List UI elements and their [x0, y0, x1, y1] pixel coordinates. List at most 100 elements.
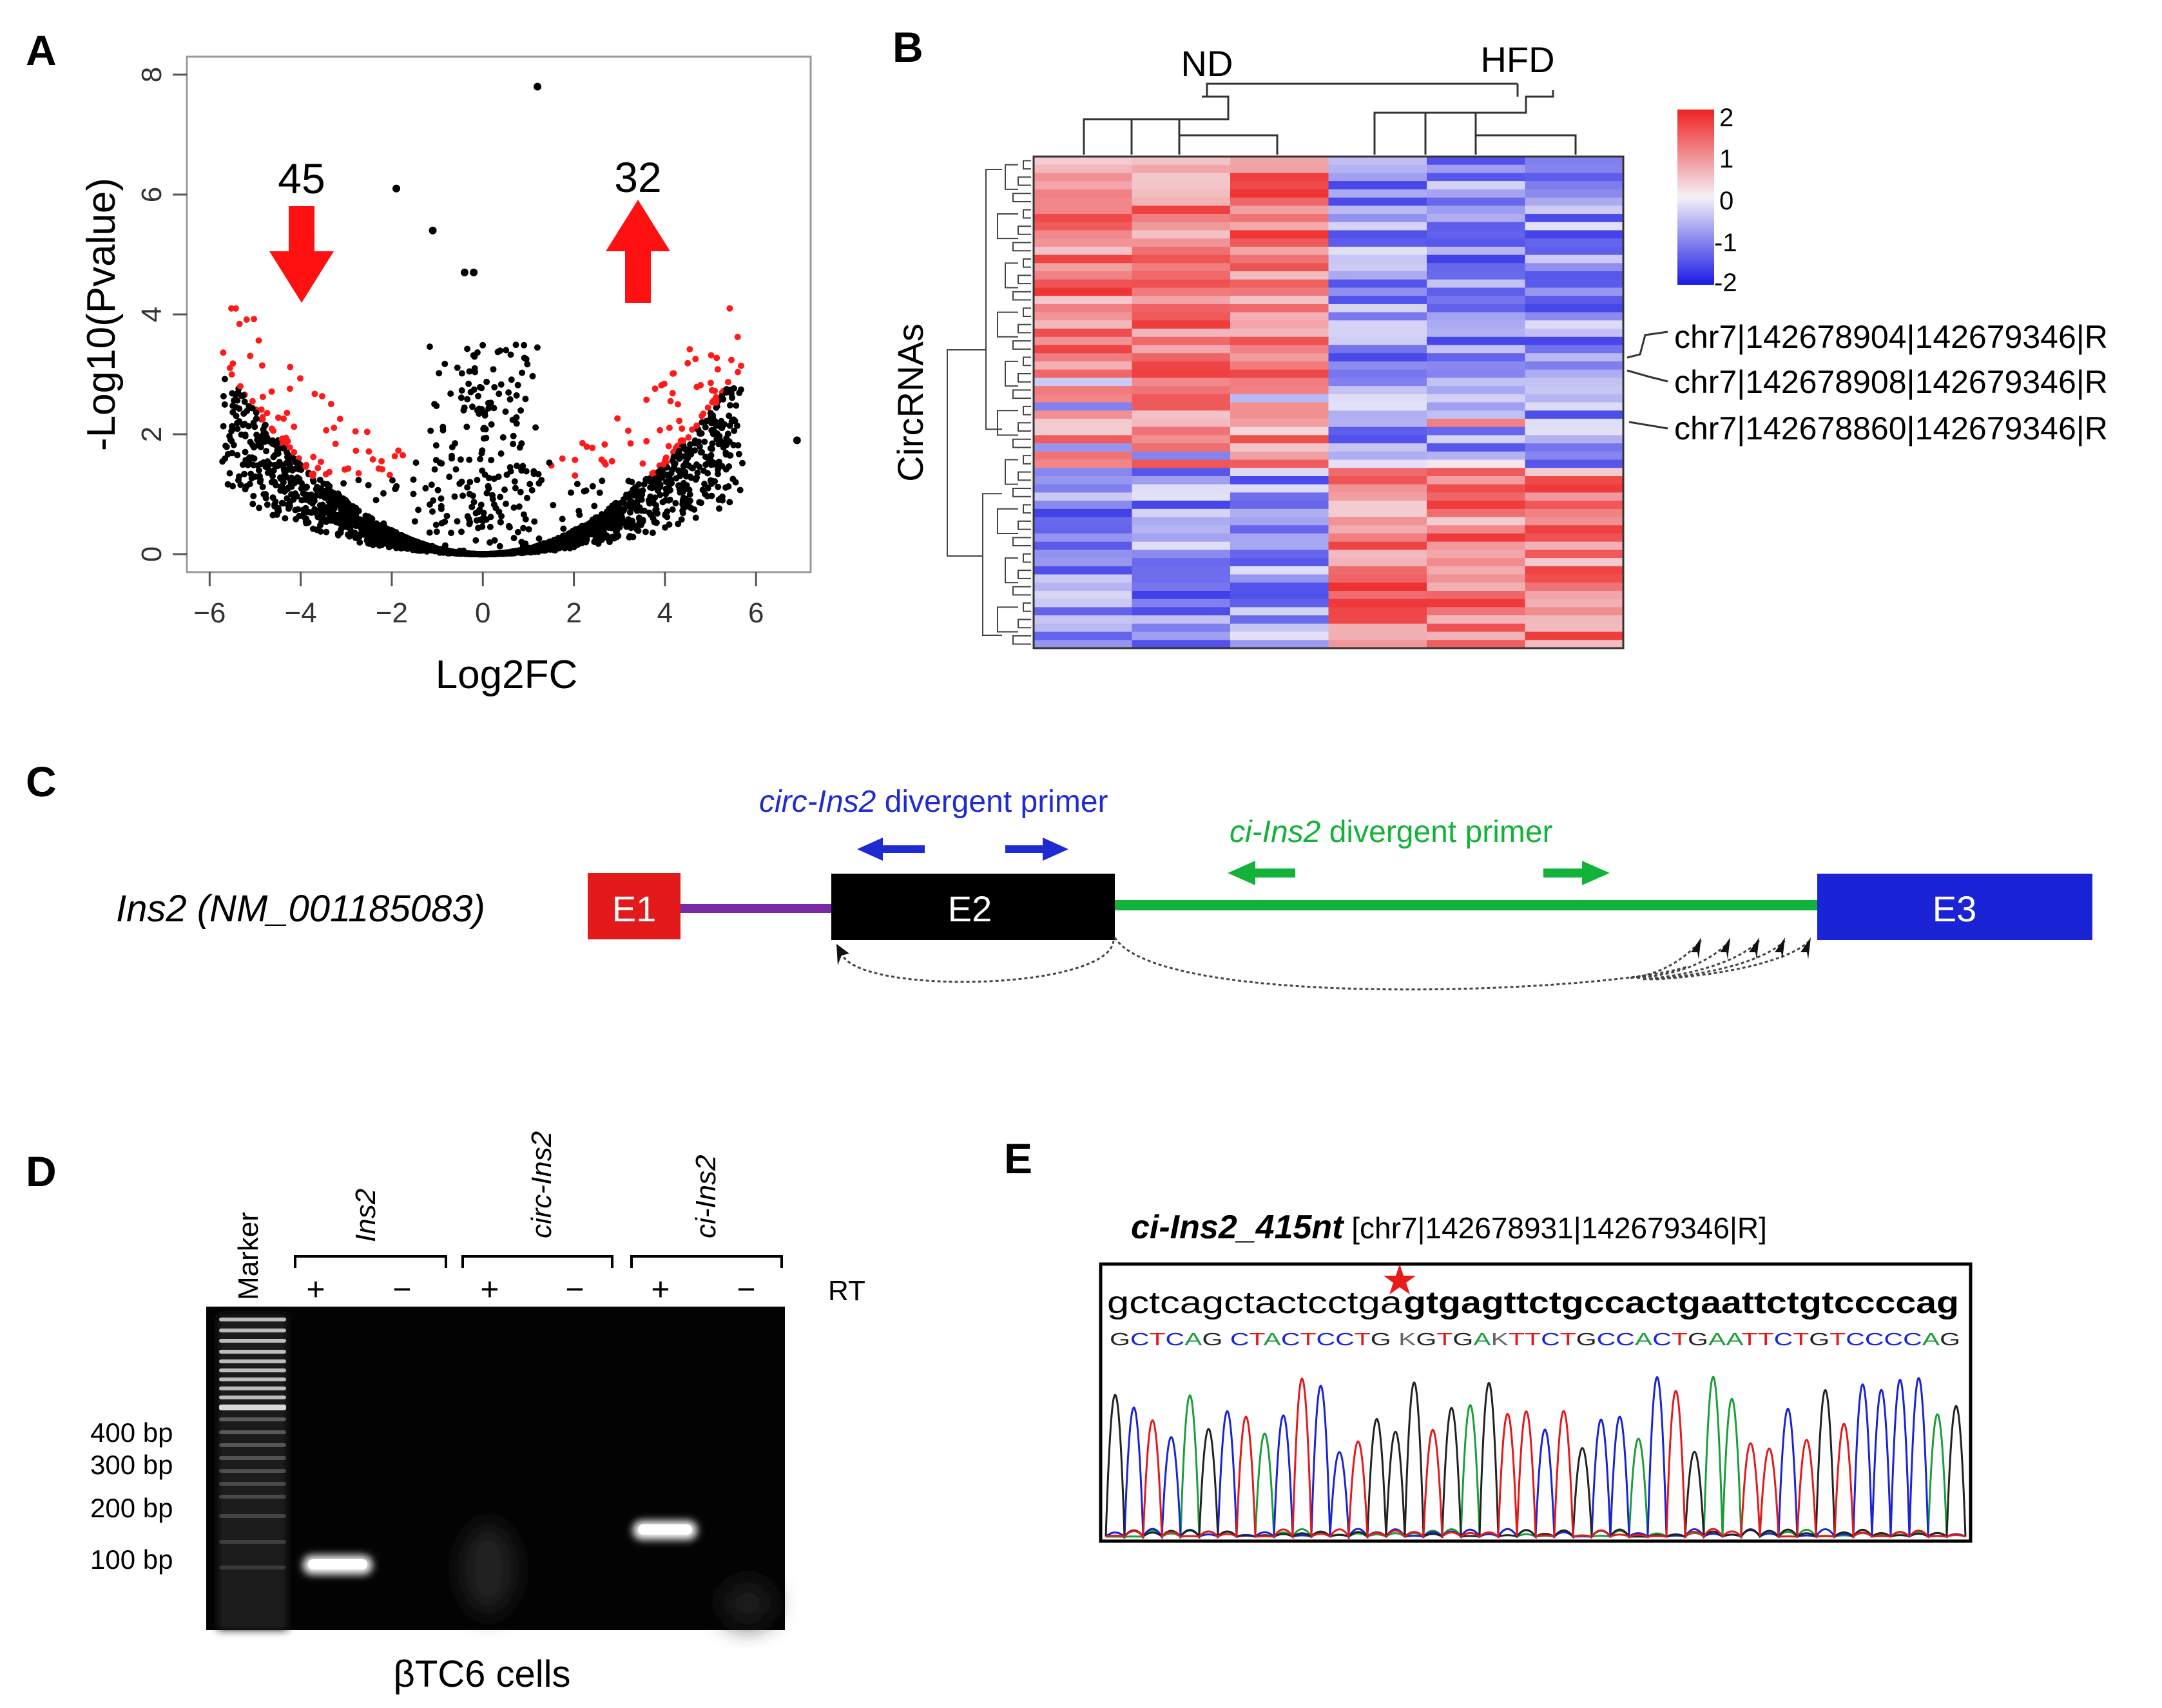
heatmap-cell — [1230, 517, 1329, 526]
heatmap-cell — [1328, 459, 1427, 468]
volcano-point — [499, 434, 507, 441]
heatmap-cell — [1132, 329, 1231, 338]
volcano-point — [685, 434, 692, 441]
heatmap-cell — [1132, 386, 1231, 395]
heatmap-cell — [1132, 353, 1231, 362]
heatmap-cell — [1034, 525, 1133, 534]
volcano-point — [528, 486, 536, 494]
heatmap-cell — [1230, 361, 1329, 370]
volcano-point — [601, 441, 608, 448]
volcano-point — [735, 369, 741, 376]
exon-e3-label: E3 — [1933, 888, 1977, 929]
y-tick-label: 0 — [136, 546, 168, 562]
heatmap-cell — [1034, 631, 1133, 640]
heatmap-cell — [1034, 296, 1133, 305]
column-dendrogram — [1083, 82, 1577, 155]
volcano-point — [643, 475, 650, 483]
heatmap-cell — [1525, 418, 1624, 428]
primer-forward-arrow-icon — [1005, 838, 1068, 861]
volcano-point — [503, 501, 509, 507]
heatmap-cell — [1525, 157, 1624, 166]
heatmap-cell — [1328, 197, 1427, 206]
heatmap-cell — [1525, 476, 1624, 485]
heatmap-cell — [1328, 468, 1427, 477]
heatmap-cell — [1230, 591, 1329, 600]
heatmap-cell — [1230, 394, 1329, 403]
volcano-point — [627, 440, 634, 447]
volcano-point — [422, 485, 429, 492]
volcano-point — [229, 483, 236, 490]
heatmap-cell — [1427, 279, 1526, 289]
volcano-point — [635, 481, 642, 488]
volcano-point — [436, 370, 443, 377]
heatmap-cell — [1427, 508, 1526, 518]
volcano-point — [323, 528, 330, 535]
group-label-nd: ND — [1181, 43, 1233, 84]
volcano-point — [675, 521, 682, 528]
heatmap-cell — [1525, 443, 1624, 452]
sequence-plain: gctcagctactcctga — [1107, 1286, 1402, 1320]
heatmap-cell — [1525, 164, 1624, 173]
heatmap-cell — [1427, 410, 1526, 419]
heatmap-cell — [1525, 287, 1624, 296]
heatmap-cell — [1525, 566, 1624, 575]
heatmap-cell — [1525, 492, 1624, 501]
heatmap-cell — [1034, 181, 1133, 190]
heatmap-cell — [1230, 533, 1329, 542]
x-tick-label: −4 — [285, 597, 317, 629]
heatmap-cell — [1525, 623, 1624, 633]
exon-e1-label: E1 — [612, 888, 657, 929]
volcano-point — [311, 390, 318, 398]
volcano-point — [469, 403, 476, 410]
heatmap-cell — [1230, 214, 1329, 223]
heatmap-cell — [1525, 484, 1624, 493]
heatmap-cell — [1427, 345, 1526, 354]
heatmap-cell — [1132, 451, 1231, 461]
heatmap-cell — [1427, 197, 1526, 206]
heatmap-cell — [1132, 574, 1231, 583]
heatmap-cell — [1034, 361, 1133, 370]
volcano-point — [411, 518, 418, 525]
heatmap-cell — [1132, 566, 1231, 575]
legend-tick: 2 — [1719, 104, 1733, 132]
heatmap-cell — [1525, 468, 1624, 477]
heatmap-cell — [1328, 566, 1427, 575]
heatmap-cell — [1328, 378, 1427, 387]
volcano-point — [478, 501, 485, 508]
heatmap-cell — [1230, 541, 1329, 550]
y-tick-label: 2 — [136, 427, 168, 442]
heatmap-cell — [1525, 279, 1624, 289]
heatmap-cell — [1525, 525, 1624, 534]
volcano-point — [432, 521, 439, 528]
volcano-point — [268, 388, 275, 395]
sequencing-panel: ci-Ins2_415nt [chr7|142678931|142679346|… — [1099, 1209, 1973, 1543]
volcano-point — [365, 482, 372, 488]
heatmap-panel: ND HFD CircRNAs — [890, 39, 2108, 649]
volcano-point — [459, 492, 467, 499]
heatmap-cell — [1230, 550, 1329, 559]
heatmap-cell — [1034, 320, 1133, 329]
volcano-point — [400, 452, 407, 459]
heatmap-cell — [1427, 476, 1526, 485]
heatmap-cell — [1328, 296, 1427, 305]
x-tick-label: 0 — [475, 597, 490, 629]
heatmap-cell — [1132, 320, 1231, 329]
volcano-point — [472, 537, 479, 544]
heatmap-cell — [1427, 386, 1526, 395]
volcano-point — [458, 528, 465, 535]
heatmap-cell — [1427, 303, 1526, 313]
color-legend — [1677, 110, 1714, 285]
volcano-point — [714, 366, 721, 373]
volcano-point — [298, 497, 305, 504]
heatmap-cell — [1034, 303, 1133, 313]
heatmap-cell — [1328, 402, 1427, 411]
circrna-annotation: chr7|142678908|142679346|R — [1674, 364, 2108, 400]
heatmap-cell — [1427, 230, 1526, 239]
heatmap-cell — [1034, 550, 1133, 559]
heatmap-cell — [1328, 501, 1427, 510]
heatmap-cell — [1132, 492, 1231, 501]
legend-tick: -1 — [1714, 229, 1737, 257]
heatmap-cell — [1525, 410, 1624, 419]
heatmap-cell — [1328, 484, 1427, 493]
